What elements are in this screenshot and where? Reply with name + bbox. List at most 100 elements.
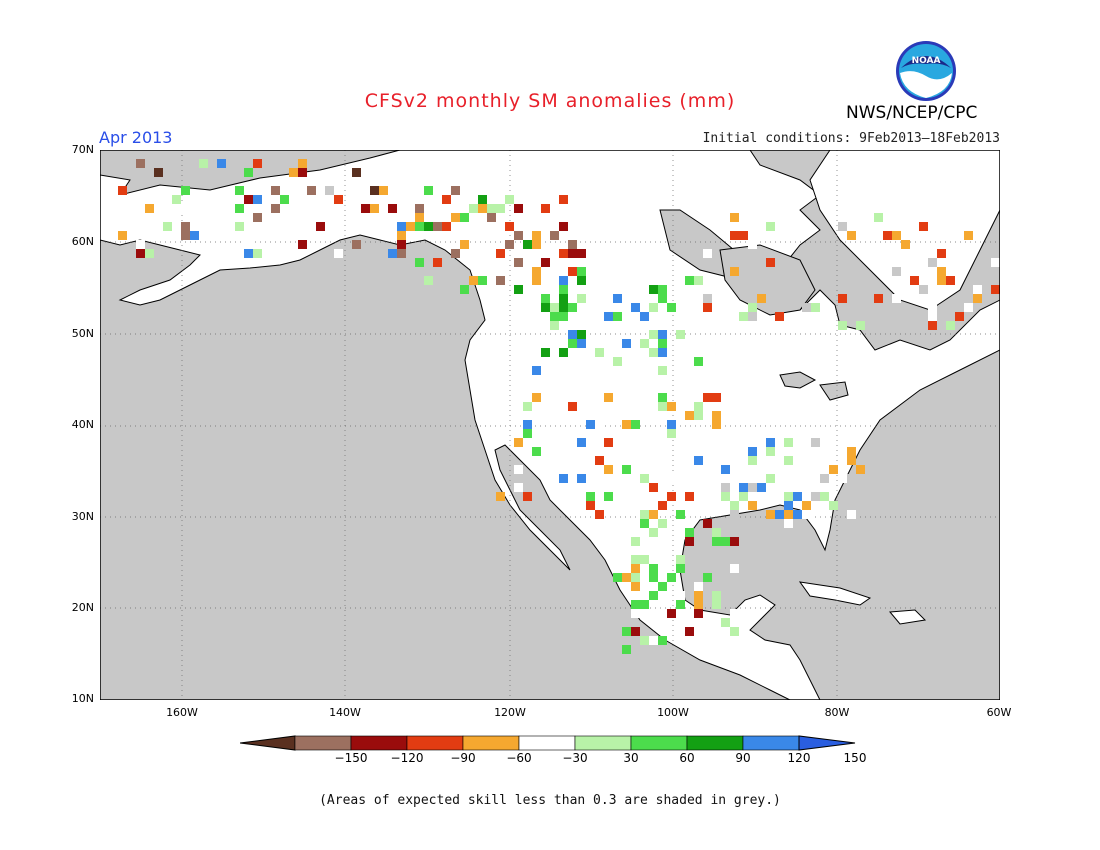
anomaly-cell bbox=[118, 231, 127, 240]
anomaly-cell bbox=[622, 429, 631, 438]
anomaly-cell bbox=[649, 519, 658, 528]
anomaly-cell bbox=[721, 492, 730, 501]
anomaly-cell bbox=[649, 564, 658, 573]
anomaly-cell bbox=[703, 303, 712, 312]
anomaly-cell bbox=[334, 249, 343, 258]
anomaly-cell bbox=[685, 303, 694, 312]
anomaly-cell bbox=[586, 501, 595, 510]
anomaly-cell bbox=[802, 303, 811, 312]
anomaly-cell bbox=[838, 249, 847, 258]
anomaly-cell bbox=[784, 501, 793, 510]
anomaly-cell bbox=[541, 303, 550, 312]
anomaly-cell bbox=[559, 303, 568, 312]
colorbar-tick-label: 150 bbox=[843, 751, 867, 765]
anomaly-cell bbox=[712, 591, 721, 600]
anomaly-cell bbox=[649, 591, 658, 600]
initial-conditions: Initial conditions: 9Feb2013–18Feb2013 bbox=[702, 131, 1000, 146]
anomaly-cell bbox=[433, 258, 442, 267]
anomaly-cell bbox=[613, 312, 622, 321]
anomaly-cell bbox=[586, 348, 595, 357]
anomaly-cell bbox=[901, 240, 910, 249]
anomaly-cell bbox=[568, 303, 577, 312]
anomaly-cell bbox=[568, 249, 577, 258]
anomaly-cell bbox=[730, 627, 739, 636]
lat-label: 20N bbox=[71, 601, 94, 614]
anomaly-cell bbox=[613, 321, 622, 330]
anomaly-cell bbox=[919, 285, 928, 294]
anomaly-cell bbox=[631, 303, 640, 312]
lat-label: 10N bbox=[71, 692, 94, 705]
anomaly-cell bbox=[730, 609, 739, 618]
anomaly-cell bbox=[667, 474, 676, 483]
anomaly-cell bbox=[460, 285, 469, 294]
anomaly-cell bbox=[460, 213, 469, 222]
anomaly-cell bbox=[712, 645, 721, 654]
anomaly-cell bbox=[703, 519, 712, 528]
anomaly-cell bbox=[568, 267, 577, 276]
anomaly-cell bbox=[892, 294, 901, 303]
anomaly-cell bbox=[604, 492, 613, 501]
anomaly-cell bbox=[595, 420, 604, 429]
anomaly-cell bbox=[649, 285, 658, 294]
anomaly-cell bbox=[640, 339, 649, 348]
anomaly-cell bbox=[739, 492, 748, 501]
anomaly-cell bbox=[820, 483, 829, 492]
anomaly-cell bbox=[361, 204, 370, 213]
anomaly-cell bbox=[604, 393, 613, 402]
anomaly-cell bbox=[532, 393, 541, 402]
anomaly-cell bbox=[694, 411, 703, 420]
anomaly-cell bbox=[631, 564, 640, 573]
anomaly-cell bbox=[667, 609, 676, 618]
anomaly-cell bbox=[829, 501, 838, 510]
anomaly-cell bbox=[127, 249, 136, 258]
anomaly-cell bbox=[694, 276, 703, 285]
anomaly-cell bbox=[289, 168, 298, 177]
anomaly-cell bbox=[253, 195, 262, 204]
anomaly-cell bbox=[955, 312, 964, 321]
anomaly-cell bbox=[685, 537, 694, 546]
anomaly-cell bbox=[766, 474, 775, 483]
anomaly-cell bbox=[694, 591, 703, 600]
anomaly-cell bbox=[703, 249, 712, 258]
skill-footnote: (Areas of expected skill less than 0.3 a… bbox=[319, 793, 781, 808]
anomaly-cell bbox=[559, 474, 568, 483]
inland-water bbox=[719, 244, 849, 401]
anomaly-cell bbox=[514, 285, 523, 294]
anomaly-cell bbox=[838, 321, 847, 330]
anomaly-cell bbox=[397, 249, 406, 258]
anomaly-cell bbox=[532, 240, 541, 249]
lon-label: 100W bbox=[657, 706, 689, 719]
anomaly-cell bbox=[721, 456, 730, 465]
anomaly-cell bbox=[928, 303, 937, 312]
anomaly-cell bbox=[613, 573, 622, 582]
anomaly-cell bbox=[766, 321, 775, 330]
anomaly-cell bbox=[658, 366, 667, 375]
anomaly-cell bbox=[856, 321, 865, 330]
anomaly-cell bbox=[154, 168, 163, 177]
anomaly-cell bbox=[298, 240, 307, 249]
anomaly-cell bbox=[658, 393, 667, 402]
anomaly-cell bbox=[397, 231, 406, 240]
anomaly-cell bbox=[541, 204, 550, 213]
anomaly-cell bbox=[469, 276, 478, 285]
anomaly-cell bbox=[622, 645, 631, 654]
anomaly-cell bbox=[325, 186, 334, 195]
anomaly-cell bbox=[739, 483, 748, 492]
colorbar-segment bbox=[630, 735, 688, 751]
anomaly-cell bbox=[748, 447, 757, 456]
anomaly-cell bbox=[433, 222, 442, 231]
anomaly-cell bbox=[541, 294, 550, 303]
anomaly-cell bbox=[658, 294, 667, 303]
anomaly-cell bbox=[874, 294, 883, 303]
anomaly-cell bbox=[784, 231, 793, 240]
anomaly-cell bbox=[802, 501, 811, 510]
anomaly-cell bbox=[730, 564, 739, 573]
anomaly-cell bbox=[649, 348, 658, 357]
anomaly-cell bbox=[406, 222, 415, 231]
anomaly-cell bbox=[676, 330, 685, 339]
anomaly-map bbox=[100, 150, 1000, 700]
anomaly-cell bbox=[721, 465, 730, 474]
anomaly-cell bbox=[658, 519, 667, 528]
colorbar-tick-label: 90 bbox=[735, 751, 751, 765]
anomaly-cell bbox=[748, 456, 757, 465]
